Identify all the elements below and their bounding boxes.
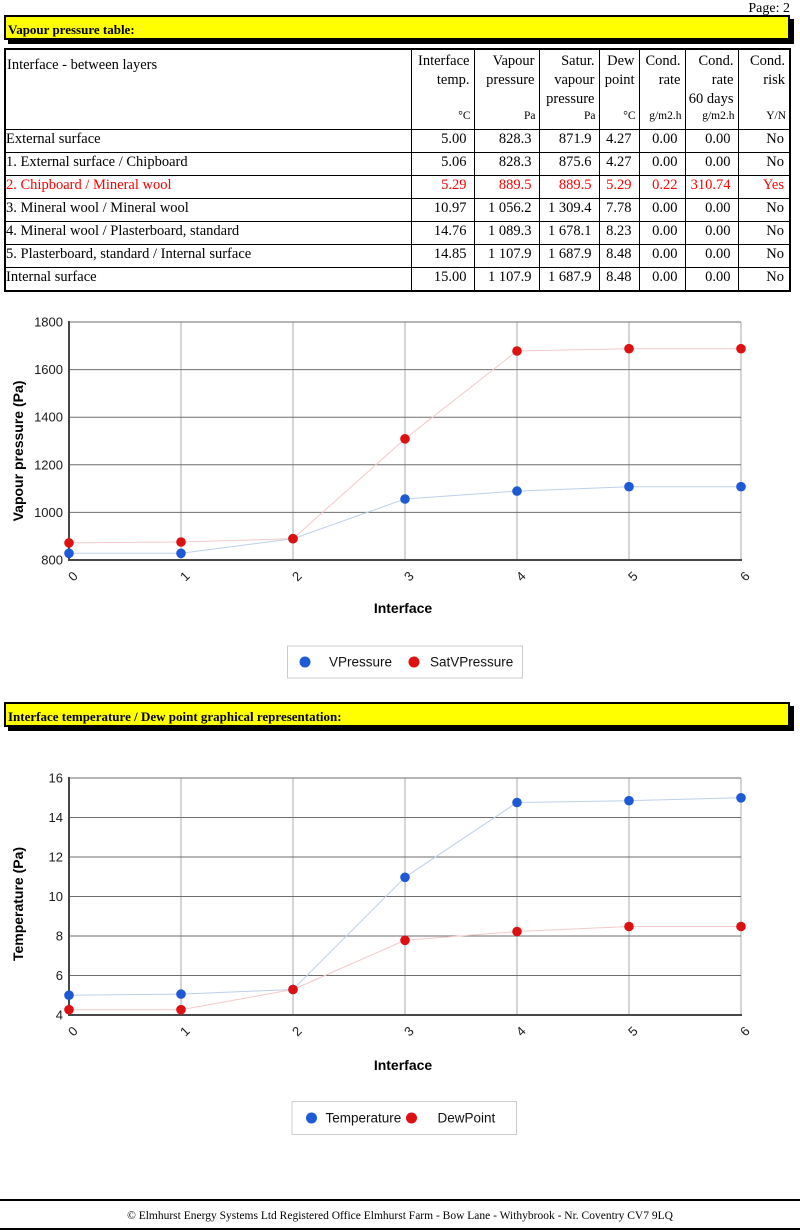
svg-text:6: 6 [737,568,753,584]
svg-text:3: 3 [401,1023,417,1039]
svg-text:2: 2 [289,568,305,584]
svg-text:5: 5 [625,568,641,584]
svg-text:Interface: Interface [374,600,433,616]
svg-text:Vapour pressure (Pa): Vapour pressure (Pa) [10,381,26,522]
svg-text:1600: 1600 [34,362,63,377]
svg-text:1000: 1000 [34,505,63,520]
svg-text:6: 6 [56,968,63,983]
svg-text:8: 8 [56,929,63,944]
svg-text:1800: 1800 [34,315,63,330]
svg-text:12: 12 [49,850,63,865]
svg-text:4: 4 [513,568,529,584]
svg-text:DewPoint: DewPoint [438,1111,496,1126]
svg-text:1: 1 [177,1023,193,1039]
svg-text:1400: 1400 [34,410,63,425]
svg-text:VPressure: VPressure [329,655,392,670]
svg-text:Temperature (Pa): Temperature (Pa) [10,847,26,961]
svg-text:0: 0 [65,1023,81,1039]
svg-text:1200: 1200 [34,457,63,472]
svg-text:0: 0 [65,568,81,584]
svg-text:6: 6 [737,1023,753,1039]
svg-text:4: 4 [513,1023,529,1039]
svg-text:14: 14 [49,810,63,825]
svg-text:3: 3 [401,568,417,584]
svg-text:800: 800 [41,553,63,568]
svg-text:1: 1 [177,568,193,584]
svg-text:Interface: Interface [374,1057,433,1073]
svg-text:2: 2 [289,1023,305,1039]
svg-text:SatVPressure: SatVPressure [430,655,513,670]
svg-text:5: 5 [625,1023,641,1039]
svg-text:10: 10 [49,889,63,904]
svg-text:Temperature: Temperature [326,1111,402,1126]
svg-text:16: 16 [49,771,63,786]
svg-text:4: 4 [56,1008,63,1023]
